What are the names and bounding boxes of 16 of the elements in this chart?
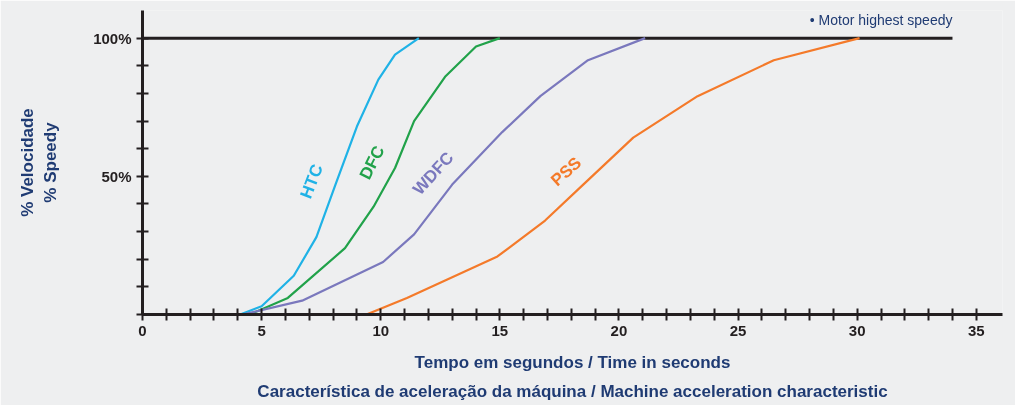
x-tick-label: 35 xyxy=(967,321,985,339)
x-tick-label: 20 xyxy=(610,321,628,339)
text: DFC xyxy=(355,142,389,183)
x-tick-label: 5 xyxy=(257,321,266,339)
text: Característica de aceleração da máquina / Machine acceleration characteristic xyxy=(257,381,888,401)
text: HTC xyxy=(296,161,327,202)
x-tick-label: 15 xyxy=(491,321,509,339)
x-tick-label: 30 xyxy=(848,321,866,339)
y-tick-label: 50% xyxy=(101,167,132,185)
x-axis-title: Tempo em segundos / Time in seconds xyxy=(414,352,731,372)
y-axis-title: % Velocidade % Speedy xyxy=(18,108,61,217)
y-tick-label: 100% xyxy=(93,29,132,47)
x-tick-label: 25 xyxy=(729,321,747,339)
x-tick-label: 0 xyxy=(138,321,147,339)
x-tick-label: 10 xyxy=(372,321,390,339)
ref-line-label: • Motor highest speedy xyxy=(809,12,953,29)
